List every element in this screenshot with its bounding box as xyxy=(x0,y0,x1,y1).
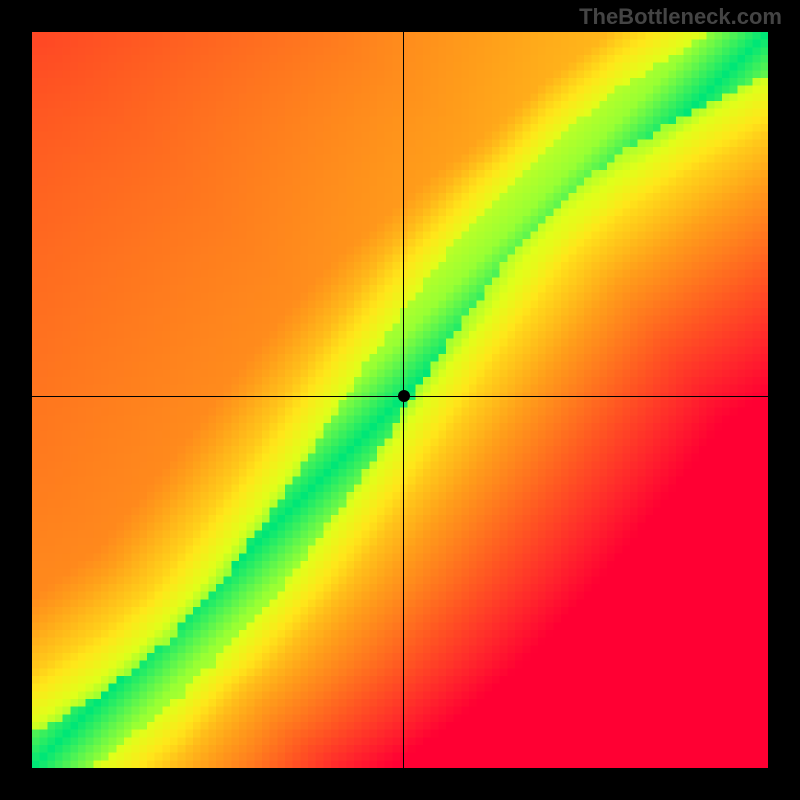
chart-container: TheBottleneck.com xyxy=(0,0,800,800)
watermark-text: TheBottleneck.com xyxy=(579,4,782,30)
marker-point xyxy=(398,390,410,402)
